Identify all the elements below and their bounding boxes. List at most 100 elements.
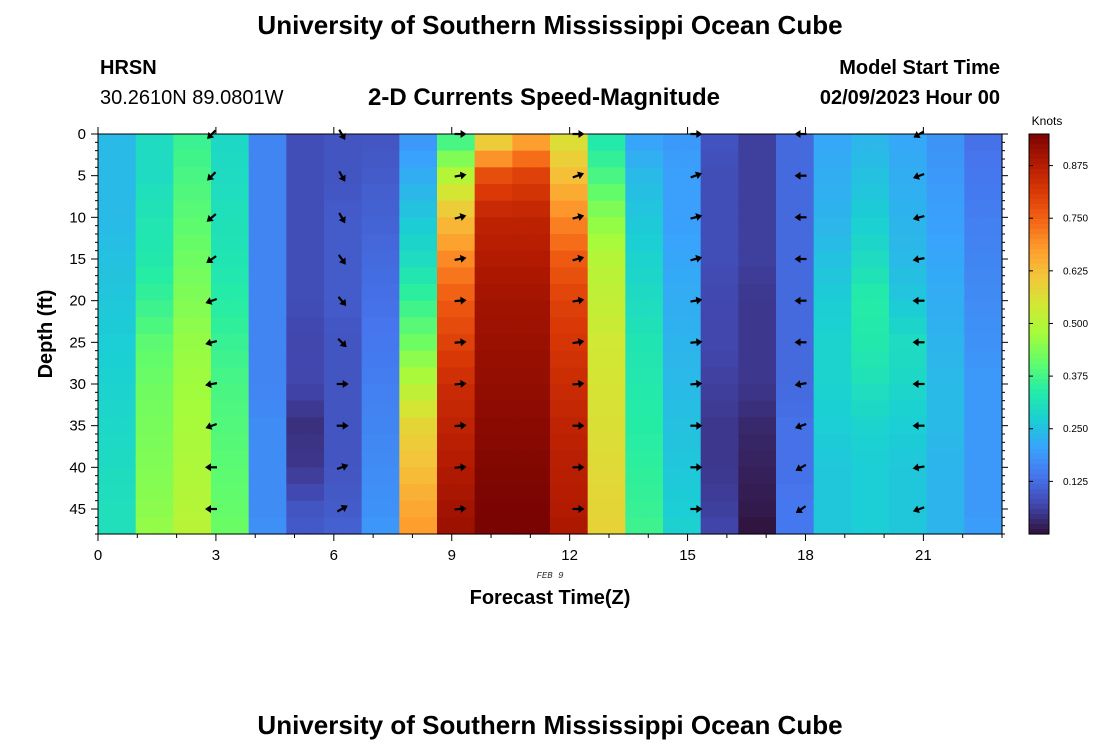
heatmap-cell [964, 267, 984, 285]
heatmap-cell [644, 134, 664, 152]
y-tick-label: 15 [69, 251, 86, 268]
heatmap-cell [531, 367, 551, 385]
heatmap-cell [700, 167, 721, 185]
heatmap-cell [644, 234, 664, 252]
heatmap-cell [964, 217, 984, 235]
heatmap-cell [286, 200, 306, 218]
heatmap-cell [945, 217, 965, 235]
heatmap-cell [229, 434, 250, 452]
heatmap-cell [135, 450, 156, 468]
current-arrow [338, 170, 346, 182]
current-arrow [912, 338, 925, 347]
heatmap-cell [437, 250, 457, 268]
heatmap-cell [324, 334, 344, 352]
heatmap-cell [267, 234, 287, 252]
heatmap-cell [550, 200, 570, 218]
heatmap-cell [305, 334, 325, 352]
heatmap-cell [945, 417, 965, 435]
current-arrow [572, 421, 585, 430]
heatmap-cell [135, 134, 156, 152]
heatmap-cell [644, 384, 664, 402]
heatmap-cell [964, 184, 984, 202]
heatmap-cell [700, 384, 721, 402]
heatmap-cell [173, 134, 193, 152]
heatmap-cell [870, 217, 890, 235]
heatmap-cell [926, 400, 947, 418]
heatmap-cell [380, 167, 400, 185]
heatmap-cell [700, 234, 721, 252]
heatmap-cell [945, 167, 965, 185]
heatmap-cell [380, 150, 400, 168]
heatmap-cell [983, 200, 1003, 218]
heatmap-cell [907, 317, 928, 335]
heatmap-cell [380, 334, 400, 352]
heatmap-cell [945, 434, 965, 452]
heatmap-cell [832, 267, 852, 285]
heatmap-cell [757, 184, 777, 202]
heatmap-cell [229, 167, 250, 185]
heatmap-cell [738, 484, 758, 502]
heatmap-cell [211, 434, 231, 452]
heatmap-cell [135, 350, 156, 368]
heatmap-cell [418, 200, 438, 218]
heatmap-cell [568, 234, 589, 252]
heatmap-cell [587, 150, 608, 168]
colorbar-segment [1029, 484, 1049, 490]
heatmap-cell [248, 417, 269, 435]
heatmap-cell [286, 267, 306, 285]
heatmap-cell [116, 134, 137, 152]
heatmap-cell [380, 234, 400, 252]
heatmap-cell [813, 284, 834, 302]
heatmap-cell [700, 517, 721, 535]
colorbar-segment [1029, 304, 1049, 310]
heatmap-cell [418, 150, 438, 168]
heatmap-cell [474, 200, 495, 218]
heatmap-cell [681, 184, 702, 202]
heatmap-cell [738, 517, 758, 535]
heatmap-cell [493, 500, 513, 518]
heatmap-cell [211, 467, 231, 485]
heatmap-cell [719, 150, 739, 168]
heatmap-cell [512, 367, 532, 385]
x-tick-label: 18 [797, 547, 814, 564]
heatmap-cell [587, 134, 608, 152]
heatmap-cell [813, 517, 834, 535]
heatmap-cell [135, 217, 156, 235]
heatmap-cell [587, 200, 608, 218]
heatmap-cell [305, 367, 325, 385]
heatmap-cell [116, 500, 137, 518]
heatmap-cell [700, 200, 721, 218]
heatmap-cell [380, 367, 400, 385]
heatmap-cell [474, 484, 495, 502]
current-arrow [572, 338, 585, 347]
heatmap-cell [361, 400, 382, 418]
current-arrow [454, 379, 467, 388]
heatmap-cell [889, 300, 909, 318]
heatmap-cell [248, 450, 269, 468]
heatmap-cell [964, 334, 984, 352]
heatmap-cell [606, 334, 626, 352]
heatmap-cell [493, 134, 513, 152]
heatmap-cell [116, 450, 137, 468]
heatmap-cell [700, 250, 721, 268]
heatmap-cell [437, 517, 457, 535]
heatmap-cell [154, 517, 174, 535]
heatmap-cell [229, 184, 250, 202]
heatmap-cell [776, 184, 796, 202]
heatmap-cell [926, 234, 947, 252]
heatmap-cell [286, 400, 306, 418]
heatmap-cell [229, 267, 250, 285]
heatmap-cell [681, 517, 702, 535]
heatmap-cell [437, 384, 457, 402]
heatmap-cell [776, 284, 796, 302]
heatmap-cell [813, 217, 834, 235]
heatmap-cell [418, 234, 438, 252]
heatmap-cell [700, 267, 721, 285]
colorbar-segment [1029, 339, 1049, 345]
heatmap-cell [983, 284, 1003, 302]
heatmap-cell [135, 300, 156, 318]
heatmap-cell [907, 134, 928, 152]
heatmap-cell [644, 467, 664, 485]
heatmap-cell [531, 334, 551, 352]
heatmap-cell [700, 367, 721, 385]
